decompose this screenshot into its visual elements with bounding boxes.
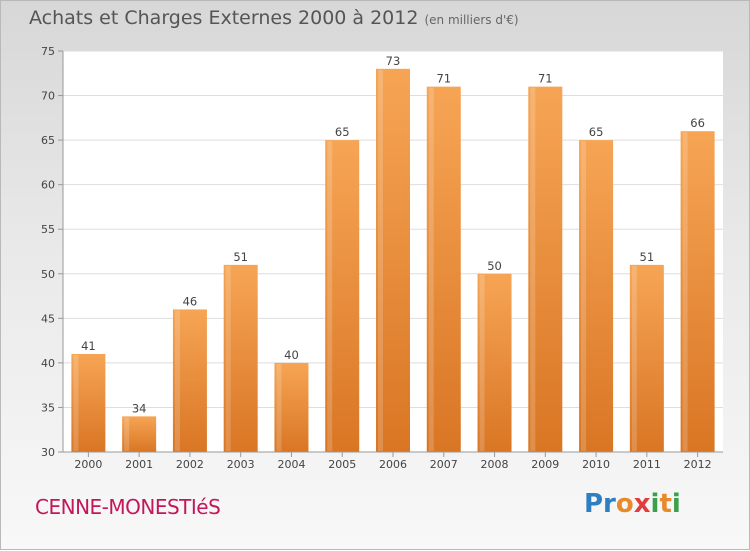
- bar-2009: [528, 86, 563, 453]
- y-tick-label: 55: [41, 223, 55, 236]
- x-tick-label: 2010: [582, 458, 610, 471]
- x-tick-label: 2000: [74, 458, 102, 471]
- x-tick-label: 2004: [277, 458, 305, 471]
- data-label: 71: [538, 72, 553, 86]
- data-label: 66: [690, 116, 705, 130]
- data-label: 46: [183, 294, 198, 308]
- y-tick-label: 40: [41, 357, 55, 370]
- data-label: 51: [233, 250, 248, 264]
- bar-highlight: [174, 310, 180, 451]
- bar-2012: [680, 131, 715, 452]
- data-label: 50: [487, 259, 502, 273]
- bar-2005: [325, 140, 360, 452]
- bar-highlight: [530, 87, 536, 452]
- x-tick-label: 2005: [328, 458, 356, 471]
- x-tick-label: 2007: [430, 458, 458, 471]
- bar-2001: [122, 416, 157, 452]
- commune-name: CENNE-MONESTIéS: [35, 495, 221, 519]
- y-tick-label: 45: [41, 312, 55, 325]
- bars: [71, 68, 715, 453]
- axes: [58, 50, 723, 457]
- y-tick-label: 50: [41, 268, 55, 281]
- data-label: 71: [436, 72, 451, 86]
- brand-logo: Proxiti: [584, 489, 681, 519]
- chart-title: Achats et Charges Externes 2000 à 2012 (e…: [29, 7, 519, 29]
- chart-unit: (en milliers d'€): [424, 13, 519, 27]
- bar-2006: [376, 68, 410, 453]
- x-tick-label: 2012: [684, 458, 712, 471]
- bar-2008: [477, 273, 512, 452]
- data-label: 65: [335, 125, 350, 139]
- bar-highlight: [225, 265, 231, 451]
- bar-2011: [629, 264, 664, 452]
- y-tick-label: 65: [41, 134, 55, 147]
- bar-highlight: [581, 141, 587, 451]
- bar-2003: [223, 264, 258, 452]
- bar-highlight: [73, 354, 79, 451]
- x-tick-label: 2011: [633, 458, 661, 471]
- data-label: 41: [81, 339, 96, 353]
- bar-highlight: [124, 417, 130, 451]
- y-tick-label: 30: [41, 446, 55, 459]
- bar-2000: [71, 353, 106, 452]
- x-tick-label: 2002: [176, 458, 204, 471]
- x-tick-label: 2006: [379, 458, 407, 471]
- labels: 30 35 40 45 50 55 60 65 70 75 41 2000 34 2001 46 2002 51…: [41, 45, 712, 471]
- bar-highlight: [428, 87, 434, 452]
- data-label: 51: [640, 250, 655, 264]
- bar-highlight: [682, 132, 688, 451]
- y-tick-label: 35: [41, 401, 55, 414]
- bar-highlight: [631, 265, 637, 451]
- bar-highlight: [276, 363, 282, 451]
- x-tick-label: 2001: [125, 458, 153, 471]
- bar-2002: [172, 309, 207, 452]
- data-label: 65: [589, 125, 604, 139]
- bar-highlight: [378, 69, 383, 452]
- x-tick-label: 2009: [531, 458, 559, 471]
- bar-highlight: [327, 141, 333, 451]
- bar-2004: [274, 362, 309, 452]
- y-tick-label: 75: [41, 45, 55, 58]
- chart-title-text: Achats et Charges Externes 2000 à 2012: [29, 7, 419, 29]
- data-label: 40: [284, 348, 299, 362]
- bar-2007: [426, 86, 461, 453]
- y-tick-label: 70: [41, 90, 55, 103]
- y-tick-label: 60: [41, 179, 55, 192]
- x-tick-label: 2003: [227, 458, 255, 471]
- bar-2010: [579, 140, 614, 452]
- data-label: 34: [132, 401, 147, 415]
- data-label: 73: [386, 54, 401, 68]
- x-tick-label: 2008: [481, 458, 509, 471]
- bar-highlight: [479, 274, 485, 451]
